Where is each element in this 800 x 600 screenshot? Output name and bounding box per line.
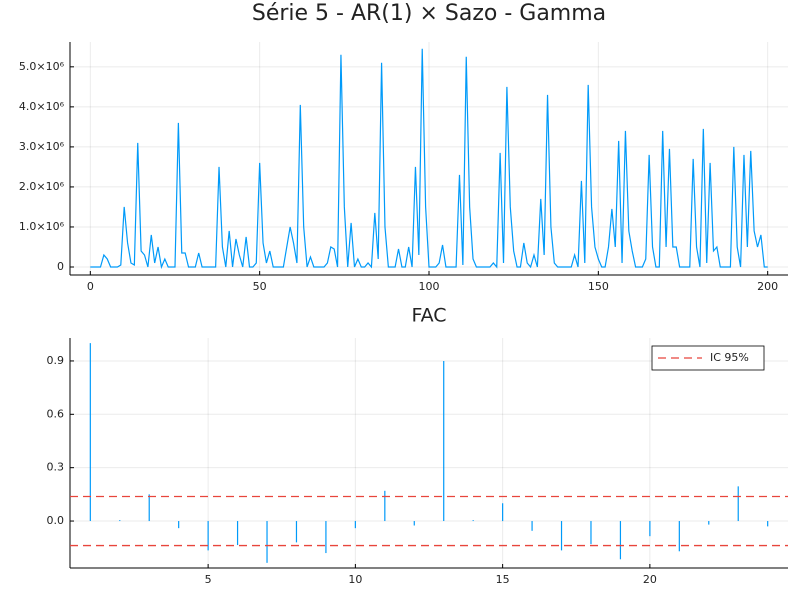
y-tick-label: 0.3 — [47, 461, 65, 474]
x-tick-label: 10 — [348, 573, 362, 586]
x-tick-label: 100 — [419, 280, 440, 293]
x-tick-label: 15 — [496, 573, 510, 586]
x-tick-label: 50 — [253, 280, 267, 293]
x-tick-label: 5 — [205, 573, 212, 586]
y-tick-label: 3.0×10⁶ — [19, 140, 65, 153]
legend-box — [651, 345, 765, 371]
y-tick-label: 0 — [57, 260, 64, 273]
legend: IC 95% — [651, 345, 765, 371]
chart-title: Série 5 - AR(1) × Sazo - Gamma — [252, 1, 606, 26]
x-tick-label: 200 — [757, 280, 778, 293]
y-tick-label: 2.0×10⁶ — [19, 180, 65, 193]
legend-label: IC 95% — [710, 351, 749, 364]
y-tick-label: 4.0×10⁶ — [19, 100, 65, 113]
x-tick-label: 0 — [87, 280, 94, 293]
y-tick-label: 0.6 — [47, 407, 65, 420]
x-tick-label: 20 — [643, 573, 657, 586]
chart-title: FAC — [411, 305, 446, 327]
data-line — [90, 48, 768, 270]
y-tick-label: 0.0 — [47, 514, 65, 527]
x-tick-label: 150 — [588, 280, 609, 293]
y-tick-label: 0.9 — [47, 354, 65, 367]
y-tick-label: 5.0×10⁶ — [19, 60, 65, 73]
y-tick-label: 1.0×10⁶ — [19, 220, 65, 233]
